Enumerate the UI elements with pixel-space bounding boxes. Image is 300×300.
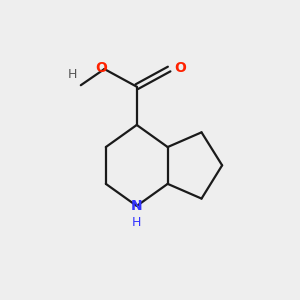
Text: O: O [95, 61, 107, 75]
Text: O: O [174, 61, 186, 75]
Text: H: H [132, 216, 141, 229]
Text: N: N [131, 199, 142, 213]
Text: H: H [67, 68, 77, 81]
